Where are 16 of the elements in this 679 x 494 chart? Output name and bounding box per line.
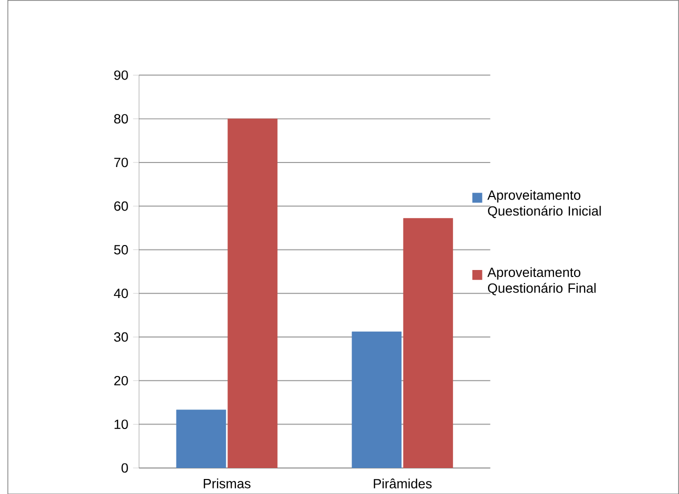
y-tick-label: 40 bbox=[114, 288, 128, 298]
y-tick-label: 90 bbox=[114, 70, 128, 80]
y-tick-label: 20 bbox=[114, 376, 128, 386]
y-tick-label: 30 bbox=[114, 332, 128, 342]
y-tick-label: 70 bbox=[114, 157, 128, 167]
y-tick-label: 50 bbox=[114, 244, 128, 254]
x-tick-label: Prismas bbox=[204, 478, 250, 488]
bar bbox=[352, 331, 402, 468]
y-tick-label: 0 bbox=[122, 462, 128, 472]
bar bbox=[176, 409, 226, 468]
x-tick-label: Pirâmides bbox=[374, 478, 432, 488]
legend-label: Aproveitamento Questionário Inicial bbox=[487, 190, 601, 218]
y-tick-label: 80 bbox=[114, 114, 128, 124]
legend-label: Aproveitamento Questionário Final bbox=[487, 266, 596, 296]
y-tick-label: 60 bbox=[114, 201, 128, 211]
y-tick-label: 10 bbox=[114, 419, 128, 429]
